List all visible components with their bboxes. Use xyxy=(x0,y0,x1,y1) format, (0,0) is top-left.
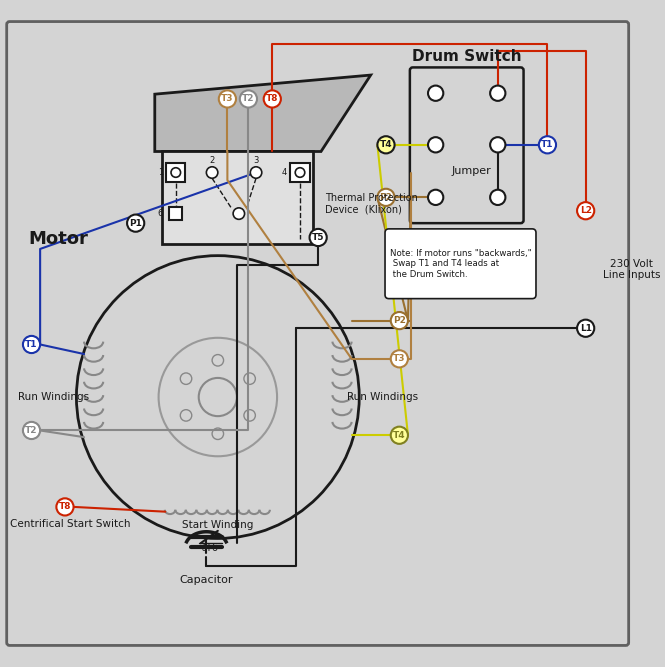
Circle shape xyxy=(539,136,556,153)
FancyBboxPatch shape xyxy=(166,163,186,182)
Circle shape xyxy=(490,137,505,153)
Circle shape xyxy=(180,373,192,384)
Text: Run Windings: Run Windings xyxy=(18,392,89,402)
Text: Centrifical Start Switch: Centrifical Start Switch xyxy=(9,519,130,529)
Circle shape xyxy=(295,167,305,177)
Text: T1: T1 xyxy=(541,140,554,149)
Text: T1: T1 xyxy=(25,340,38,349)
Text: Motor: Motor xyxy=(29,230,88,248)
FancyBboxPatch shape xyxy=(169,207,182,220)
Circle shape xyxy=(391,312,408,329)
Circle shape xyxy=(428,85,444,101)
Polygon shape xyxy=(155,75,370,151)
Text: ∂T6: ∂T6 xyxy=(201,543,219,553)
Text: P2: P2 xyxy=(393,316,406,325)
Text: Thermal Protection
Device  (Klixon): Thermal Protection Device (Klixon) xyxy=(325,193,418,215)
Circle shape xyxy=(428,137,444,153)
Text: Capacitor: Capacitor xyxy=(180,574,233,584)
Circle shape xyxy=(158,338,277,456)
Circle shape xyxy=(76,255,359,538)
Text: T8: T8 xyxy=(266,95,279,103)
Text: T3: T3 xyxy=(393,354,406,364)
Circle shape xyxy=(180,410,192,421)
Circle shape xyxy=(244,373,255,384)
Circle shape xyxy=(264,90,281,107)
FancyBboxPatch shape xyxy=(7,21,628,646)
Circle shape xyxy=(233,208,245,219)
Circle shape xyxy=(391,350,408,368)
Circle shape xyxy=(490,85,505,101)
Text: T2: T2 xyxy=(242,95,255,103)
Text: Jumper: Jumper xyxy=(452,166,491,176)
Text: L1: L1 xyxy=(580,323,592,333)
Circle shape xyxy=(428,189,444,205)
Text: L2: L2 xyxy=(580,206,592,215)
Circle shape xyxy=(391,427,408,444)
Circle shape xyxy=(240,90,257,107)
Circle shape xyxy=(212,355,223,366)
Text: P2: P2 xyxy=(380,193,392,202)
Circle shape xyxy=(212,428,223,440)
Text: Note: If motor runs "backwards,"
 Swap T1 and T4 leads at
 the Drum Switch.: Note: If motor runs "backwards," Swap T1… xyxy=(390,249,531,279)
Circle shape xyxy=(206,167,218,178)
Text: 2: 2 xyxy=(209,155,215,165)
Circle shape xyxy=(171,167,181,177)
Circle shape xyxy=(23,336,40,353)
FancyBboxPatch shape xyxy=(385,229,536,299)
Text: 6: 6 xyxy=(158,209,163,218)
FancyBboxPatch shape xyxy=(162,151,313,244)
Circle shape xyxy=(57,498,74,516)
Circle shape xyxy=(577,202,595,219)
Text: T4: T4 xyxy=(393,431,406,440)
Text: T8: T8 xyxy=(59,502,71,512)
Text: 1: 1 xyxy=(158,168,163,177)
Text: T3: T3 xyxy=(221,95,233,103)
Text: 230 Volt
Line Inputs: 230 Volt Line Inputs xyxy=(603,259,660,280)
Text: T2: T2 xyxy=(25,426,38,435)
Text: Start Winding: Start Winding xyxy=(182,520,253,530)
Circle shape xyxy=(250,167,262,178)
Text: T4: T4 xyxy=(380,140,392,149)
Circle shape xyxy=(219,90,236,107)
Circle shape xyxy=(577,319,595,337)
Text: T5: T5 xyxy=(312,233,325,242)
Text: P1: P1 xyxy=(129,219,142,227)
Circle shape xyxy=(199,378,237,416)
Circle shape xyxy=(127,215,144,231)
Circle shape xyxy=(377,136,394,153)
Circle shape xyxy=(244,410,255,421)
Text: 3: 3 xyxy=(253,155,259,165)
FancyBboxPatch shape xyxy=(410,67,523,223)
FancyBboxPatch shape xyxy=(291,163,309,182)
Text: 4: 4 xyxy=(282,168,287,177)
Text: Drum Switch: Drum Switch xyxy=(412,49,521,65)
Circle shape xyxy=(23,422,40,439)
Circle shape xyxy=(490,189,505,205)
Circle shape xyxy=(309,229,327,246)
Circle shape xyxy=(377,189,394,206)
Text: Run Windings: Run Windings xyxy=(346,392,418,402)
